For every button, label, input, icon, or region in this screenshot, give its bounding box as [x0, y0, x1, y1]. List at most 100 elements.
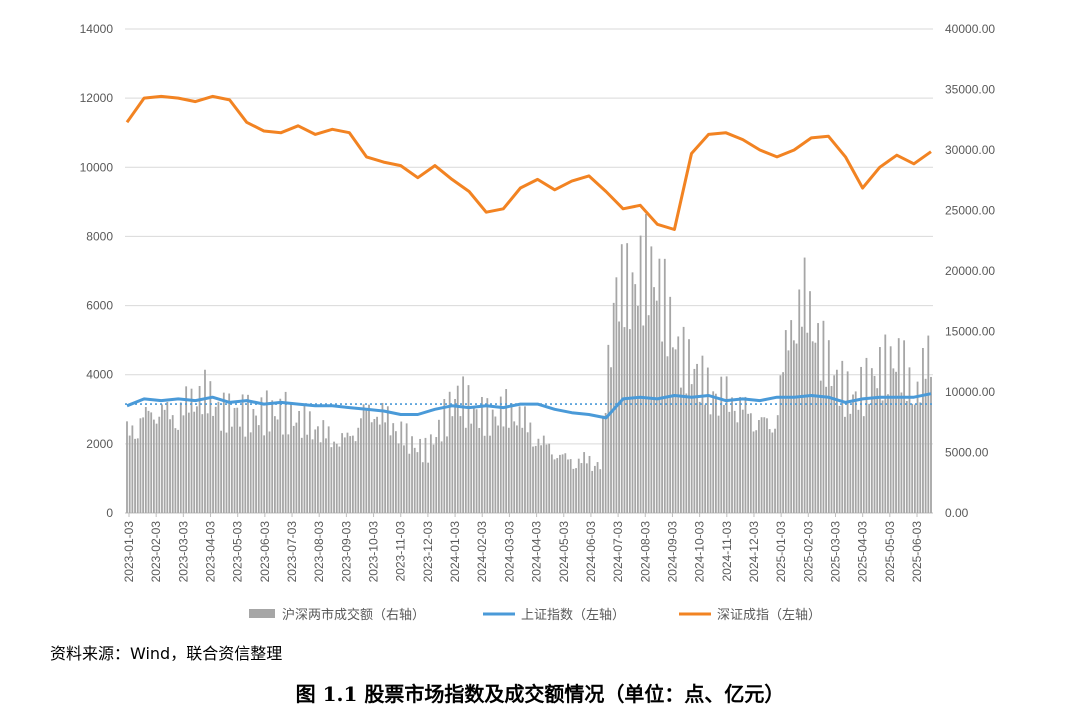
- volume-bar: [166, 401, 169, 513]
- volume-bar: [222, 392, 225, 513]
- volume-bar: [728, 411, 731, 513]
- volume-bar: [838, 405, 841, 513]
- volume-bar: [677, 336, 680, 513]
- x-tick-label: 2024-03-03: [502, 521, 516, 583]
- volume-bar: [325, 438, 327, 513]
- volume-bar: [879, 347, 881, 513]
- volume-bar: [131, 425, 134, 513]
- x-tick-label: 2025-04-03: [856, 521, 870, 583]
- volume-bar: [760, 417, 763, 513]
- volume-bar: [513, 421, 516, 513]
- volume-bar: [803, 257, 806, 513]
- volume-bar: [335, 443, 338, 513]
- source-note: 资料来源：Wind，联合资信整理: [50, 644, 283, 663]
- legend-label-shenzhen: 深证成指（左轴）: [717, 608, 821, 623]
- volume-bar: [550, 454, 553, 513]
- volume-bar: [862, 416, 865, 513]
- x-tick-label: 2024-02-03: [475, 521, 489, 583]
- x-tick-label: 2023-04-03: [204, 521, 218, 583]
- volume-bar: [174, 428, 177, 513]
- volume-bar: [171, 415, 174, 513]
- x-tick-label: 2024-05-03: [557, 521, 571, 583]
- volume-bar: [787, 350, 790, 513]
- volume-bar: [736, 422, 739, 513]
- volume-bar: [179, 402, 182, 513]
- volume-bar: [779, 375, 782, 513]
- volume-bar: [220, 430, 223, 513]
- volume-bar: [521, 427, 524, 513]
- right-tick-label: 0.00: [945, 506, 969, 520]
- volume-bar: [615, 277, 618, 513]
- index-lines: [125, 94, 932, 420]
- x-tick-label: 2024-09-03: [665, 521, 679, 583]
- volume-bar: [365, 410, 368, 513]
- volume-bar: [889, 346, 892, 513]
- volume-bar: [827, 340, 830, 513]
- volume-bar: [427, 462, 430, 513]
- volume-bar: [327, 426, 330, 513]
- volume-bar: [575, 468, 577, 513]
- volume-bar: [704, 404, 707, 513]
- x-tick-label: 2023-05-03: [231, 521, 245, 583]
- left-tick-label: 4000: [86, 368, 113, 382]
- volume-bar: [376, 416, 378, 513]
- volume-bar: [201, 414, 204, 513]
- volume-bar: [814, 342, 817, 513]
- volume-bar: [187, 412, 190, 513]
- volume-bar: [190, 388, 193, 513]
- volume-bar: [930, 376, 932, 513]
- volume-bar: [139, 418, 142, 513]
- volume-bar: [161, 404, 163, 513]
- volume-bar: [378, 424, 381, 513]
- volume-bar: [524, 406, 526, 513]
- volume-bar: [534, 445, 537, 513]
- volume-bar: [749, 413, 752, 513]
- volume-bar: [349, 436, 352, 513]
- volume-bar: [798, 289, 801, 513]
- x-axis-ticks: 2023-01-03 2023-02-03 2023-03-03 2023-04-03…: [122, 513, 924, 582]
- volume-bar: [553, 459, 556, 513]
- volume-bar: [411, 436, 413, 513]
- volume-bar: [265, 390, 268, 513]
- volume-bar: [384, 422, 387, 513]
- volume-bar: [169, 419, 171, 513]
- volume-bar: [354, 441, 357, 513]
- volume-bar: [464, 427, 467, 513]
- volume-bar: [680, 387, 682, 513]
- volume-bar: [567, 459, 569, 513]
- volume-bar: [394, 431, 397, 513]
- volume-bar: [368, 404, 370, 513]
- volume-bar: [771, 432, 774, 513]
- volume-bar: [658, 258, 661, 513]
- legend-label-shanghai: 上证指数（左轴）: [521, 608, 625, 623]
- volume-bar: [413, 447, 416, 513]
- right-tick-label: 15000.00: [945, 325, 995, 339]
- volume-bar: [204, 369, 206, 513]
- left-tick-label: 14000: [80, 22, 114, 36]
- volume-bar: [403, 445, 405, 513]
- volume-bar: [241, 394, 244, 513]
- x-tick-label: 2023-03-03: [176, 521, 190, 583]
- volume-bar: [604, 412, 607, 513]
- volume-bar: [150, 412, 153, 513]
- volume-bar: [819, 380, 822, 513]
- volume-bar: [491, 409, 494, 513]
- volume-bar: [177, 429, 179, 513]
- volume-bar: [645, 213, 647, 513]
- volume-bar: [292, 425, 295, 513]
- volume-bar: [876, 388, 879, 513]
- volume-bar: [755, 430, 758, 513]
- volume-bar: [244, 436, 247, 513]
- volume-bar: [389, 435, 392, 513]
- gridlines: [125, 28, 933, 514]
- volume-bar: [448, 391, 451, 513]
- volume-bar: [467, 385, 470, 513]
- volume-bar: [561, 454, 564, 513]
- volume-bar: [147, 410, 150, 513]
- x-tick-label: 2023-10-03: [367, 521, 381, 583]
- volume-bar: [741, 409, 744, 513]
- volume-bar: [303, 404, 306, 513]
- volume-bar: [701, 355, 704, 513]
- volume-bar: [682, 326, 685, 513]
- volume-bar: [870, 368, 873, 513]
